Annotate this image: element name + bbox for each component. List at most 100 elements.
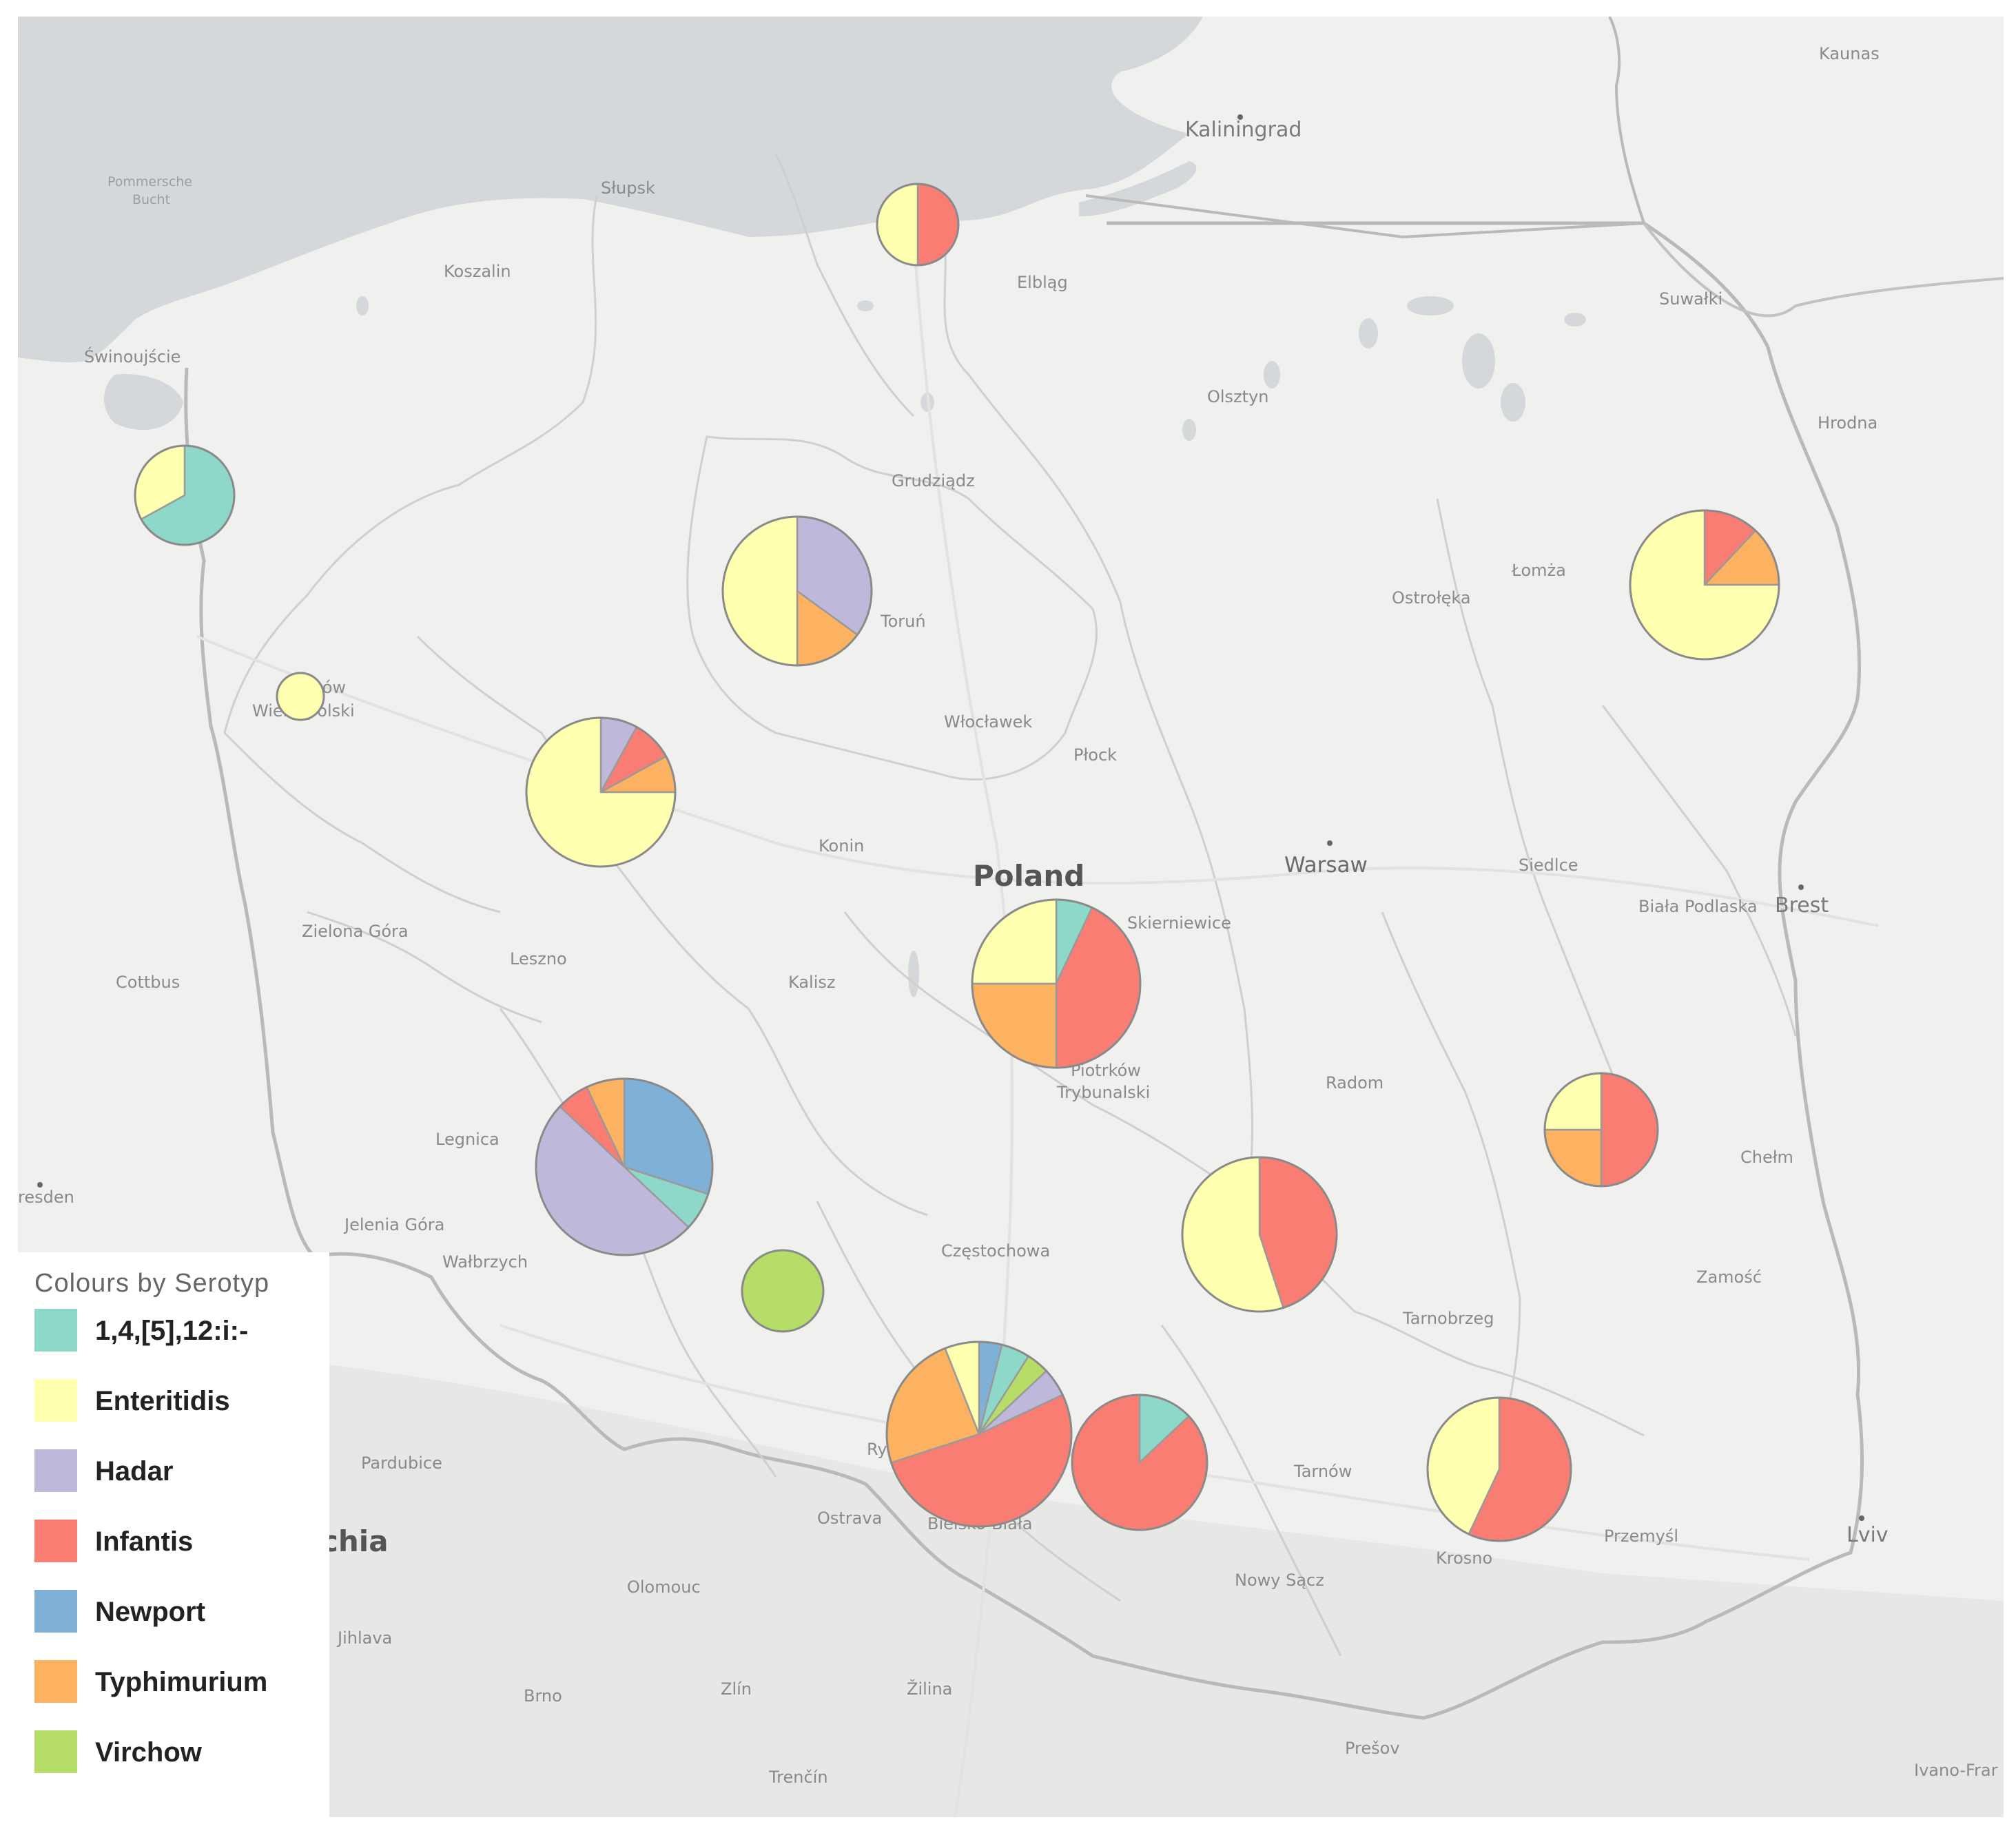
legend-swatch-enteritidis — [34, 1379, 77, 1422]
pie-outline — [1181, 1156, 1338, 1313]
legend-item-virchow[interactable]: Virchow — [34, 1730, 324, 1774]
place-label-dresden: resden — [18, 1188, 74, 1207]
place-label-legnica: Legnica — [435, 1130, 500, 1149]
place-label-tarnow: Tarnów — [1293, 1462, 1352, 1481]
legend-item-s1[interactable]: 1,4,[5],12:i:- — [34, 1309, 324, 1353]
place-label-cottbus: Cottbus — [116, 973, 180, 992]
place-label-bucht: Bucht — [132, 192, 170, 207]
pie-outline — [721, 515, 873, 667]
legend-swatch-newport — [34, 1590, 77, 1633]
place-label-swinoujscie: Świnoujście — [84, 346, 181, 366]
place-label-chia: chia — [321, 1524, 389, 1558]
place-label-suwalki: Suwałki — [1659, 289, 1722, 309]
pie-outline — [1071, 1394, 1208, 1531]
place-label-slupsk: Słupsk — [601, 178, 655, 198]
place-label-chelm: Chełm — [1740, 1148, 1793, 1167]
place-label-kaliningrad: Kaliningrad — [1185, 118, 1302, 142]
legend-swatch-infantis — [34, 1520, 77, 1562]
place-label-siedlce: Siedlce — [1519, 856, 1578, 875]
pie-marker-gdansk[interactable] — [876, 183, 960, 267]
city-dot-dresden — [37, 1182, 43, 1188]
place-label-kalisz: Kalisz — [788, 973, 835, 992]
place-label-brest: Brest — [1775, 893, 1829, 918]
place-label-pardubice: Pardubice — [361, 1453, 442, 1473]
map-view[interactable]: Kaunas Kaliningrad Pommersche Bucht Słup… — [18, 17, 2004, 1817]
country-border — [184, 221, 1864, 1720]
pie-outline — [885, 1340, 1073, 1528]
szczecin-lagoon — [104, 374, 183, 430]
pie-marker-gorzow[interactable] — [276, 672, 325, 721]
pie-outline — [134, 444, 236, 546]
pie-outline — [1629, 509, 1780, 661]
place-label-czestochowa: Częstochowa — [941, 1241, 1050, 1261]
place-label-zielona: Zielona Góra — [302, 922, 409, 941]
legend-swatch-s1 — [34, 1309, 77, 1352]
legend-label-hadar: Hadar — [95, 1456, 174, 1487]
place-label-konin: Konin — [819, 836, 864, 856]
place-labels: Kaunas Kaliningrad Pommersche Bucht Słup… — [18, 44, 1998, 1787]
place-label-pommersche: Pommersche — [107, 174, 192, 189]
pie-marker-opole[interactable] — [741, 1249, 825, 1333]
pie-markers[interactable] — [134, 183, 1780, 1542]
place-label-lviv: Lviv — [1847, 1523, 1889, 1547]
legend-title: Colours by Serotyp — [34, 1269, 270, 1298]
place-label-lomza: Łomża — [1511, 561, 1566, 580]
place-label-wloclawek: Włocławek — [944, 712, 1032, 732]
pie-marker-kielce[interactable] — [1181, 1156, 1338, 1313]
baltic-sea — [18, 17, 2004, 363]
legend-panel: Colours by Serotyp 1,4,[5],12:i:- Enteri… — [18, 1252, 329, 1817]
pie-marker-bialystok[interactable] — [1629, 509, 1780, 661]
place-label-radom: Radom — [1326, 1073, 1384, 1092]
city-dot-lviv — [1859, 1515, 1864, 1521]
place-label-olomouc: Olomouc — [627, 1577, 701, 1597]
legend-label-newport: Newport — [95, 1597, 205, 1627]
place-label-hrodna: Hrodna — [1818, 413, 1878, 433]
place-label-nowysacz: Nowy Sącz — [1235, 1571, 1324, 1590]
pie-marker-rzeszow[interactable] — [1426, 1396, 1572, 1542]
northern-border — [1085, 17, 1646, 239]
legend-item-enteritidis[interactable]: Enteritidis — [34, 1379, 324, 1423]
place-label-ostrava: Ostrava — [817, 1509, 882, 1528]
pie-outline — [876, 183, 960, 267]
place-label-koszalin: Koszalin — [444, 262, 511, 281]
pie-outline — [276, 672, 325, 721]
place-label-zilina: Žilina — [907, 1679, 952, 1699]
pie-marker-katowice[interactable] — [885, 1340, 1073, 1528]
place-label-krosno: Krosno — [1436, 1549, 1492, 1568]
place-label-torun: Toruń — [880, 612, 926, 631]
place-label-walbrzych: Wałbrzych — [442, 1252, 528, 1272]
place-label-zamosc: Zamość — [1696, 1267, 1762, 1287]
pie-outline — [535, 1077, 714, 1256]
legend-item-newport[interactable]: Newport — [34, 1590, 324, 1634]
legend-item-typhimurium[interactable]: Typhimurium — [34, 1660, 324, 1704]
pie-marker-poznan[interactable] — [525, 716, 677, 868]
pie-marker-bydgoszcz[interactable] — [721, 515, 873, 667]
place-label-biala: Biała Podlaska — [1638, 897, 1758, 916]
pie-marker-lodz[interactable] — [971, 898, 1142, 1069]
place-label-olsztyn: Olsztyn — [1207, 387, 1268, 406]
legend-label-s1: 1,4,[5],12:i:- — [95, 1316, 249, 1346]
pie-marker-wroclaw[interactable] — [535, 1077, 714, 1256]
pie-marker-krakow[interactable] — [1071, 1394, 1208, 1531]
place-label-przemysl: Przemyśl — [1604, 1526, 1678, 1546]
place-label-plock: Płock — [1073, 745, 1117, 765]
map-canvas[interactable]: Kaunas Kaliningrad Pommersche Bucht Słup… — [18, 17, 2004, 1817]
legend-item-infantis[interactable]: Infantis — [34, 1520, 324, 1564]
place-label-trencin: Trenčín — [768, 1768, 828, 1787]
legend-swatch-virchow — [34, 1730, 77, 1773]
legend-label-typhimurium: Typhimurium — [95, 1667, 268, 1697]
pie-outline — [971, 898, 1142, 1069]
belarus-border — [1643, 222, 2004, 318]
legend-item-hadar[interactable]: Hadar — [34, 1449, 324, 1493]
place-label-elblag: Elbląg — [1017, 273, 1068, 292]
pie-outline — [525, 716, 677, 868]
city-dot-warsaw — [1327, 840, 1333, 846]
pie-marker-szczecin[interactable] — [134, 444, 236, 546]
place-label-leszno: Leszno — [510, 949, 567, 969]
place-label-grudziadz: Grudziądz — [892, 471, 975, 490]
place-label-ivano: Ivano-Frar — [1914, 1761, 1998, 1780]
pie-outline — [1426, 1396, 1572, 1542]
pie-marker-lublin[interactable] — [1543, 1072, 1659, 1188]
city-dot-brest — [1798, 884, 1804, 890]
legend-swatch-typhimurium — [34, 1660, 77, 1703]
